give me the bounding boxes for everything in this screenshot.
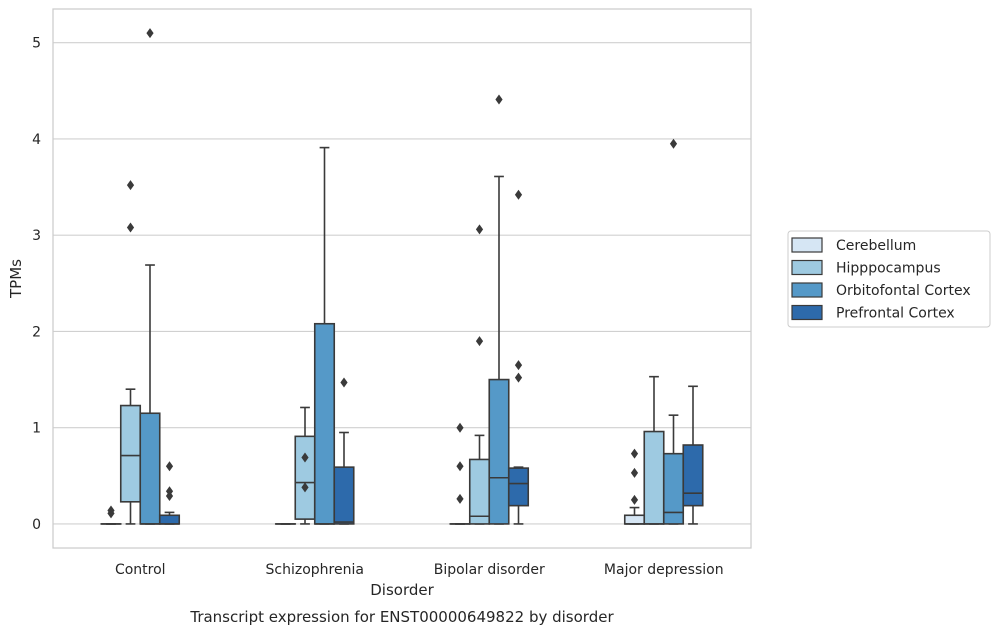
box-orbitofontal-cortex [313,146,336,525]
box-cerebellum [623,448,646,525]
outlier-point [126,180,135,191]
outlier-point [514,189,523,200]
box-hipppocampus [643,375,665,525]
box-iqr [119,404,142,503]
y-tick-labels: 0 1 2 3 4 5 [32,36,41,533]
outlier-point [630,467,639,478]
box-iqr [333,466,355,525]
box-prefrontal-cortex [158,461,181,525]
x-tick-label: Control [115,562,166,578]
outlier-point [630,448,639,459]
box-iqr [313,322,336,525]
outlier-point [475,224,484,235]
legend-swatch [791,237,823,253]
x-tick-label: Major depression [604,562,724,578]
box-iqr [488,378,510,525]
outlier-point [495,94,503,105]
box-hipppocampus [119,180,142,525]
box-iqr [682,444,704,507]
outlier-point [146,28,154,39]
box-iqr [643,430,665,525]
x-tick-label: Schizophrenia [266,562,364,578]
outlier-point [456,461,464,472]
legend-swatch [791,259,823,276]
outlier-point [301,452,309,463]
box-iqr [623,514,646,525]
legend-label: Hipppocampus [836,261,941,277]
box-iqr [158,514,181,525]
box-orbitofontal-cortex [488,94,510,525]
legend-swatch [791,304,823,321]
y-tick-label: 3 [32,228,41,244]
outlier-point [630,494,639,505]
outlier-point [340,377,348,388]
x-axis-title: Disorder [370,581,434,599]
x-tick-labels: Control Schizophrenia Bipolar disorder Majo… [115,562,724,578]
box-hipppocampus [294,406,316,525]
outlier-point [456,422,464,433]
legend-label: Cerebellum [836,238,916,254]
legend: Cerebellum Hipppocampus Orbitofontal Corte… [787,230,991,328]
box-iqr [139,412,161,525]
outlier-point [107,505,115,516]
x-tick-label: Bipolar disorder [434,562,545,578]
legend-label: Orbitofontal Cortex [836,283,971,299]
plot-frame [52,8,752,549]
box-prefrontal-cortex [507,189,530,525]
outlier-point [514,372,523,383]
outlier-point [126,222,135,233]
box-prefrontal-cortex [333,377,355,525]
box-iqr [468,458,491,525]
outlier-point [165,486,174,497]
y-tick-label: 5 [32,36,41,52]
box-cerebellum [100,505,122,525]
box-iqr [507,467,530,507]
legend-frame [787,230,991,328]
y-tick-label: 1 [32,421,41,437]
box-layer [100,28,704,525]
outlier-point [669,138,678,149]
outlier-point [456,493,464,504]
box-iqr [662,452,685,525]
outlier-point [514,360,523,371]
legend-label: Prefrontal Cortex [836,306,955,322]
box-cerebellum [449,422,471,525]
box-hipppocampus [468,224,491,525]
box-iqr [294,435,316,520]
box-prefrontal-cortex [682,385,704,525]
outlier-point [165,461,174,472]
y-tick-label: 0 [32,517,41,533]
outlier-point [475,336,484,347]
box-orbitofontal-cortex [139,28,161,525]
y-tick-label: 4 [32,132,41,148]
chart-title: Transcript expression for ENST0000064982… [189,608,614,626]
y-tick-label: 2 [32,324,41,340]
outlier-point [301,482,309,493]
y-axis-title: TPMs [7,259,25,299]
legend-swatch [791,282,823,298]
